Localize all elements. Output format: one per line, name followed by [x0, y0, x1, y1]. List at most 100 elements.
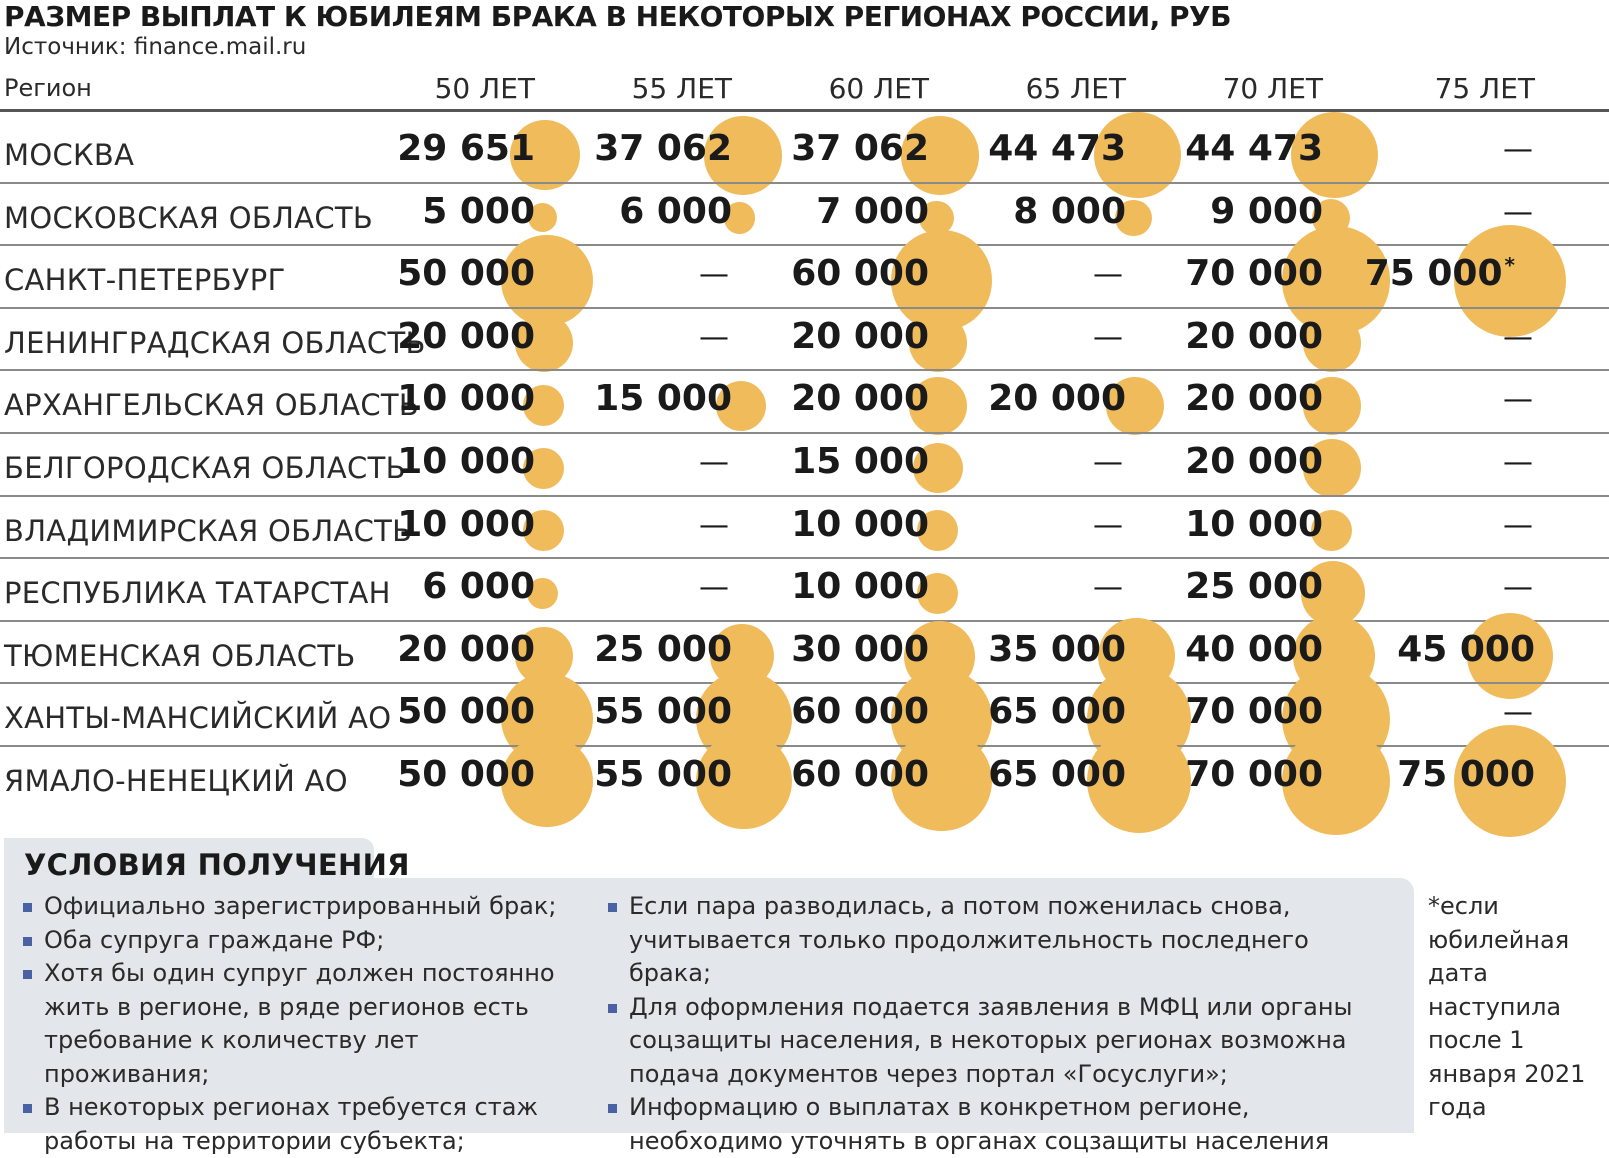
value-bubble [1300, 561, 1366, 626]
value-bubble [522, 447, 564, 489]
value-bubble [1454, 725, 1566, 838]
value-label: 44 473 [1185, 128, 1323, 169]
conditions-title: УСЛОВИЯ ПОЛУЧЕНИЯ [24, 848, 410, 882]
value-label: 8 000 [1013, 190, 1126, 232]
conditions-list-right: Если пара разводилась, а потом поженилас… [605, 890, 1385, 1158]
value-label: 55 000 [594, 754, 732, 795]
empty-cell: — [699, 257, 729, 293]
empty-cell: — [1503, 319, 1533, 355]
empty-cell: — [1503, 194, 1533, 230]
value-bubble [1094, 112, 1181, 199]
region-label: АРХАНГЕЛЬСКАЯ ОБЛАСТЬ [4, 388, 420, 423]
row-header-label: Регион [4, 74, 92, 102]
empty-cell: — [1503, 132, 1533, 167]
value-bubble [919, 200, 954, 235]
row-divider [0, 306, 1609, 309]
value-bubble [1303, 376, 1362, 435]
empty-cell: — [1503, 570, 1533, 606]
condition-item: Хотя бы один супруг должен постоянно жит… [20, 957, 580, 1091]
value-bubble [1310, 510, 1352, 552]
value-label: 70 000 [1185, 691, 1323, 733]
value-label: 5 000 [422, 190, 535, 232]
value-label: 15 000 [594, 378, 732, 420]
header-divider [0, 109, 1609, 112]
value-bubble [522, 385, 564, 427]
empty-cell: — [1503, 382, 1533, 418]
value-bubble [527, 203, 557, 233]
value-bubble [522, 510, 564, 552]
column-header: 70 ЛЕТ [1222, 72, 1323, 105]
value-label: 10 000 [397, 378, 535, 420]
condition-item: Информацию о выплатах в конкретном регио… [605, 1091, 1385, 1158]
conditions-list-left: Официально зарегистрированный брак; Оба с… [20, 890, 580, 1158]
condition-item: В некоторых регионах требуется стаж рабо… [20, 1091, 580, 1158]
empty-cell: — [699, 319, 729, 355]
value-label: 65 000 [988, 754, 1126, 795]
value-label: 40 000 [1185, 628, 1323, 670]
value-label: 60 000 [791, 253, 929, 295]
value-bubble [1466, 612, 1554, 700]
value-label: 75 000 [1397, 754, 1535, 795]
value-label: 10 000 [397, 441, 535, 482]
value-bubble [916, 573, 958, 614]
value-label: 50 000 [397, 754, 535, 795]
region-label: МОСКОВСКАЯ ОБЛАСТЬ [4, 200, 374, 235]
value-label: 35 000 [988, 628, 1126, 670]
empty-cell: — [699, 570, 729, 606]
value-label: 55 000 [594, 691, 732, 733]
value-label: 44 473 [988, 128, 1126, 169]
value-bubble [916, 510, 958, 552]
column-header: 55 ЛЕТ [631, 72, 732, 105]
value-label: 45 000 [1397, 628, 1535, 670]
value-label: 30 000 [791, 628, 929, 670]
value-label: 20 000 [791, 378, 929, 420]
row-divider [0, 432, 1609, 434]
conditions-panel [4, 878, 1414, 1133]
footnote: *если юбилейная дата наступила после 1 я… [1428, 892, 1586, 1121]
empty-cell: — [1093, 319, 1123, 355]
value-label: 10 000 [791, 503, 929, 545]
value-bubble [515, 314, 574, 372]
value-label: 20 000 [1185, 441, 1323, 482]
value-label: 29 651 [397, 128, 535, 169]
value-bubble [1282, 727, 1391, 836]
footnote-mark: * [1504, 253, 1515, 278]
row-divider [0, 181, 1609, 184]
region-label: ВЛАДИМИРСКАЯ ОБЛАСТЬ [4, 513, 413, 548]
value-label: 10 000 [1185, 503, 1323, 545]
value-label: 20 000 [1185, 315, 1323, 357]
value-label: 37 062 [594, 128, 732, 169]
value-bubble [1086, 729, 1191, 834]
value-label: 25 000 [594, 628, 732, 670]
value-bubble [526, 577, 559, 610]
column-header: 60 ЛЕТ [828, 72, 929, 105]
value-label: 7 000 [816, 190, 929, 232]
value-bubble [501, 234, 593, 327]
row-divider [0, 244, 1609, 247]
region-label: ЛЕНИНГРАДСКАЯ ОБЛАСТЬ [4, 325, 426, 360]
value-bubble [1303, 439, 1362, 498]
condition-item: Для оформления подается заявления в МФЦ … [605, 991, 1385, 1092]
empty-cell: — [1093, 445, 1123, 480]
value-label: 60 000 [791, 754, 929, 795]
condition-item: Официально зарегистрированный брак; [20, 890, 580, 924]
value-label: 20 000 [988, 378, 1126, 420]
value-bubble [723, 202, 756, 234]
row-divider [0, 369, 1609, 372]
row-divider [0, 745, 1609, 747]
region-label: БЕЛГОРОДСКАЯ ОБЛАСТЬ [4, 451, 406, 485]
value-label: 70 000 [1185, 754, 1323, 795]
region-label: САНКТ-ПЕТЕРБУРГ [4, 263, 286, 298]
empty-cell: — [1093, 507, 1123, 543]
condition-item: Если пара разводилась, а потом поженилас… [605, 890, 1385, 991]
value-bubble [510, 120, 581, 191]
value-label: 37 062 [791, 128, 929, 169]
value-bubble [900, 115, 980, 195]
value-label: 50 000 [397, 253, 535, 295]
value-label: 70 000 [1185, 253, 1323, 295]
value-label: 20 000 [1185, 378, 1323, 420]
value-bubble [1303, 314, 1362, 372]
empty-cell: — [1503, 445, 1533, 480]
row-divider [0, 494, 1609, 497]
value-label: 50 000 [397, 691, 535, 733]
